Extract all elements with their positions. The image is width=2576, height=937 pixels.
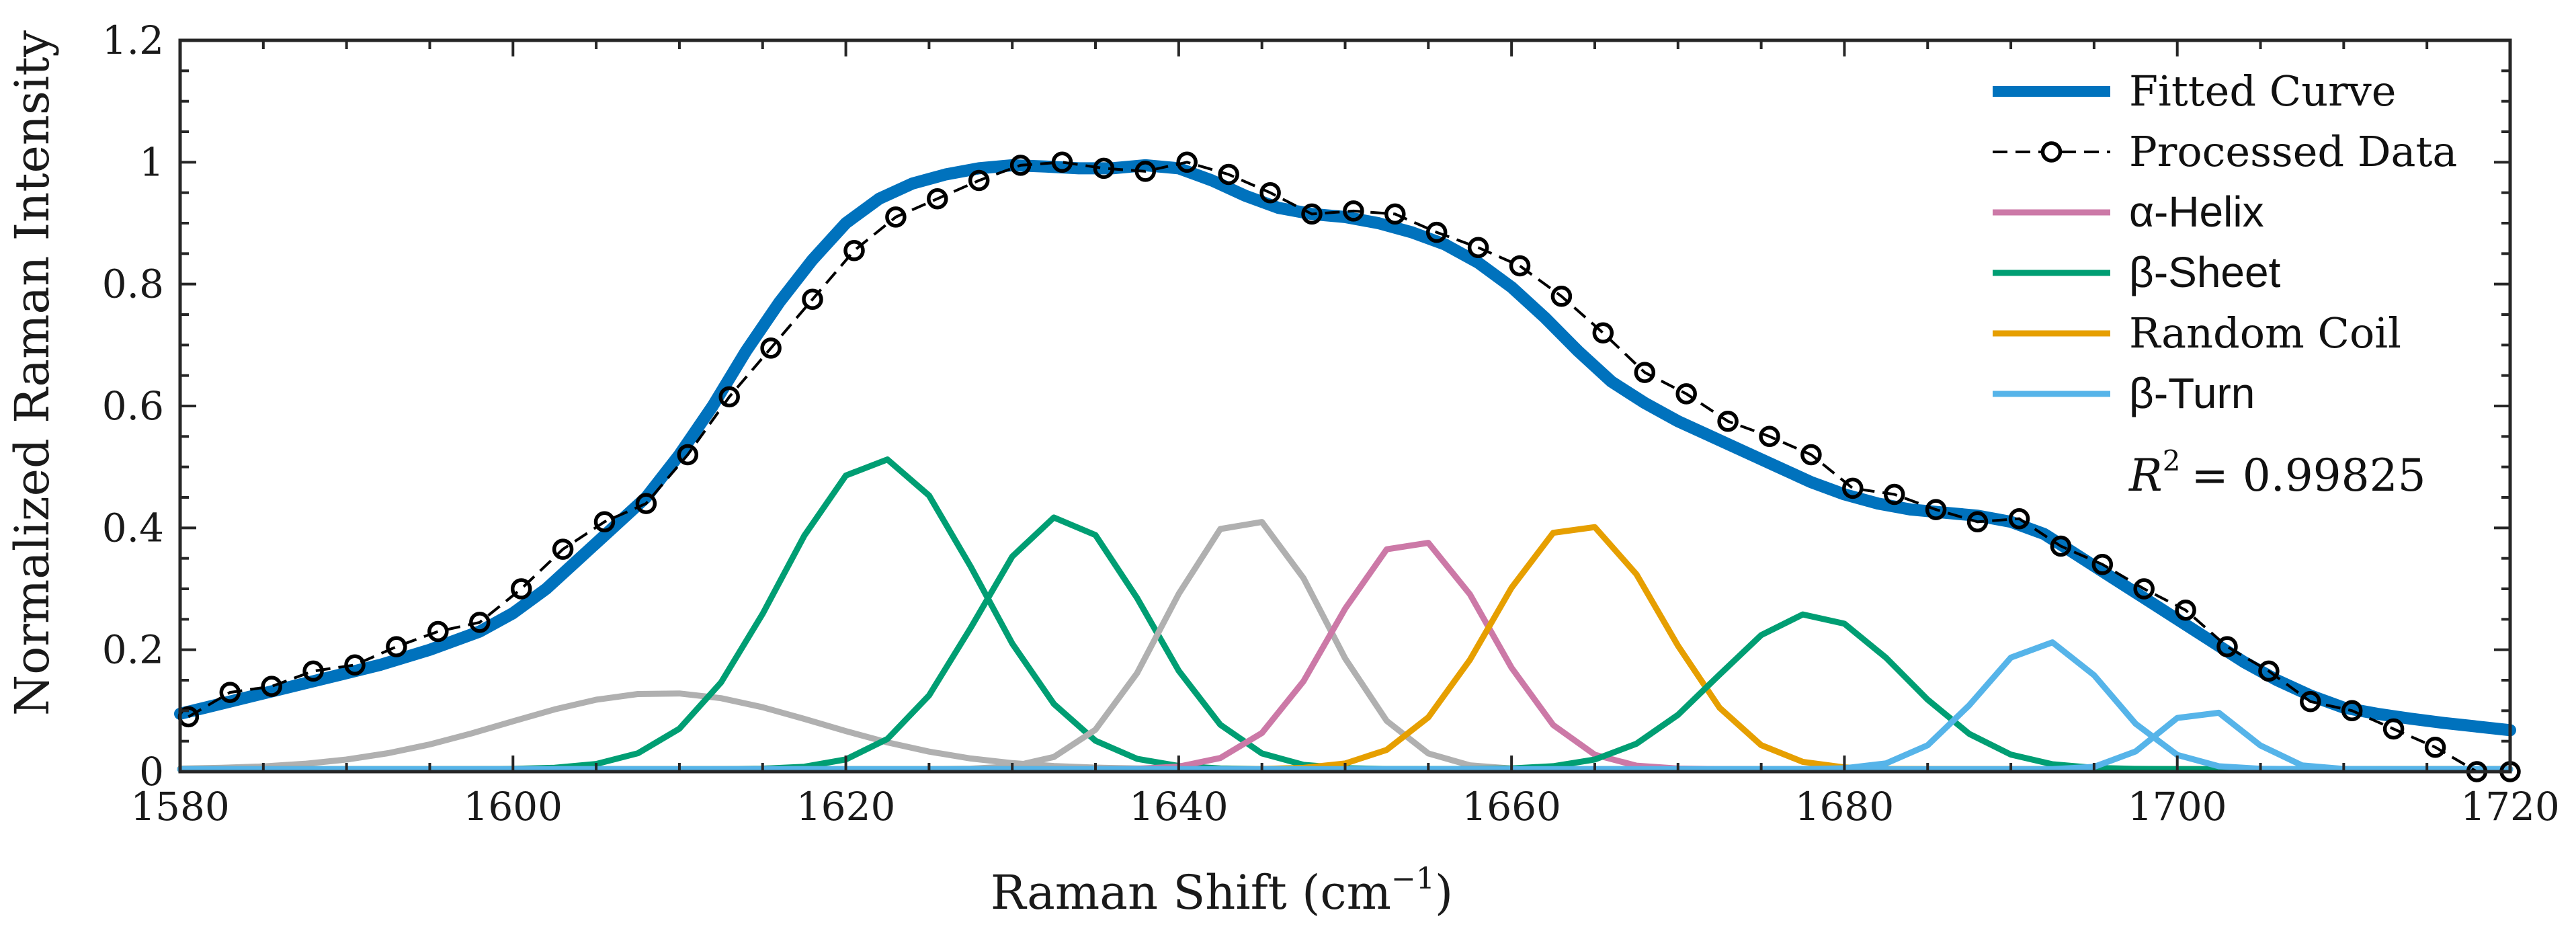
processed-data-point xyxy=(1176,151,1198,173)
y-tick-label: 0.6 xyxy=(102,383,164,429)
processed-data-point xyxy=(1218,163,1239,186)
legend-label: α-Helix xyxy=(2129,188,2264,236)
processed-data-point xyxy=(718,386,740,408)
processed-data-point xyxy=(1883,483,1905,505)
processed-data-point xyxy=(1550,286,1573,307)
processed-data-point xyxy=(1634,362,1656,383)
legend: Fitted Curve Processed Data α-Helix β-Sheet… xyxy=(1993,67,2457,417)
processed-data-point xyxy=(1134,161,1157,182)
processed-data-point xyxy=(843,240,865,261)
processed-data-point xyxy=(760,337,782,359)
processed-data-point xyxy=(1259,181,1281,204)
processed-data-point xyxy=(1384,203,1406,225)
processed-data-line xyxy=(188,161,2510,773)
processed-data-point xyxy=(1425,221,1448,243)
processed-data-point xyxy=(2341,700,2363,722)
processed-data-point xyxy=(635,493,657,514)
x-tick-label: 1640 xyxy=(1129,784,1229,829)
processed-data-point xyxy=(219,682,241,703)
legend-item-beta-turn: β-Turn xyxy=(1993,369,2255,417)
processed-data-point xyxy=(2300,690,2321,712)
processed-data-point xyxy=(344,654,366,676)
x-axis-title: Raman Shift (cm−1) xyxy=(991,862,1453,920)
x-tick-label: 1580 xyxy=(130,784,230,829)
processed-data-point xyxy=(2050,535,2072,557)
x-tick-label: 1680 xyxy=(1795,784,1895,829)
processed-data-point xyxy=(2175,599,2196,621)
y-tick-label: 0.2 xyxy=(102,627,164,673)
processed-data-point xyxy=(469,612,491,633)
processed-data-point xyxy=(1009,155,1032,176)
y-axis-title: Normalized Raman Intensity xyxy=(5,30,60,716)
processed-data-point xyxy=(1925,499,1947,520)
legend-label: β-Sheet xyxy=(2129,248,2281,296)
processed-data-point xyxy=(1592,322,1614,343)
processed-data-point xyxy=(1842,477,1864,499)
processed-data-point xyxy=(1093,157,1115,179)
legend-label: Processed Data xyxy=(2129,127,2457,176)
processed-data-point xyxy=(1301,203,1323,225)
legend-marker xyxy=(2040,141,2063,163)
x-tick-label: 1700 xyxy=(2128,784,2227,829)
processed-data-point xyxy=(1343,200,1364,222)
processed-data-point xyxy=(1509,255,1531,277)
processed-data-point xyxy=(927,188,948,210)
processed-data-point xyxy=(2008,507,2030,530)
processed-data-point xyxy=(2091,553,2114,575)
processed-data-point xyxy=(1051,151,1073,173)
legend-item-beta-sheet: β-Sheet xyxy=(1993,248,2281,296)
y-tick-label: 1 xyxy=(139,139,164,185)
processed-data-point xyxy=(386,636,407,657)
processed-data-point xyxy=(2216,636,2238,657)
y-tick-label: 0.8 xyxy=(102,261,164,307)
processed-data-point xyxy=(1800,444,1822,466)
r-squared-annotation: R2 = 0.99825 xyxy=(2128,444,2426,501)
processed-data-point xyxy=(802,288,823,311)
processed-data-point xyxy=(2258,660,2280,682)
y-tick-label: 0 xyxy=(139,749,164,795)
processed-data-point xyxy=(510,578,532,600)
x-tick-label: 1720 xyxy=(2460,784,2560,829)
processed-data-point xyxy=(1467,237,1489,259)
processed-data-point xyxy=(2133,578,2155,600)
processed-data-point xyxy=(302,660,324,682)
processed-data-point xyxy=(1966,511,1989,533)
plot-background xyxy=(180,40,2510,772)
processed-data-point xyxy=(1675,383,1697,405)
processed-data-point xyxy=(1759,425,1780,448)
axes: 1580 1600 1620 1640 1660 1680 1700 1720 0 0.2 0.4 0… xyxy=(102,17,2560,829)
y-tick-label: 0.4 xyxy=(102,505,164,551)
processed-data-point xyxy=(261,676,282,697)
processed-data-point xyxy=(552,538,574,560)
processed-data-point xyxy=(2424,736,2446,758)
legend-label: β-Turn xyxy=(2129,369,2255,417)
processed-data-point xyxy=(677,444,699,466)
processed-data-point xyxy=(1717,410,1739,432)
processed-data-point xyxy=(427,620,449,643)
legend-label: Random Coil xyxy=(2129,309,2401,358)
processed-data-point xyxy=(2382,718,2405,740)
legend-item-fitted-curve: Fitted Curve xyxy=(1993,67,2397,116)
x-tick-label: 1600 xyxy=(463,784,563,829)
legend-item-alpha-helix: α-Helix xyxy=(1993,188,2264,236)
legend-label: Fitted Curve xyxy=(2129,67,2397,116)
x-tick-label: 1660 xyxy=(1462,784,1561,829)
processed-data-point xyxy=(593,511,616,533)
x-tick-label: 1620 xyxy=(796,784,896,829)
legend-item-processed-data: Processed Data xyxy=(1993,127,2457,176)
processed-data-point xyxy=(968,169,990,192)
legend-item-random-coil: Random Coil xyxy=(1993,309,2401,358)
processed-data-point xyxy=(885,206,907,228)
plot-area xyxy=(180,40,2510,772)
y-tick-label: 1.2 xyxy=(102,17,164,63)
